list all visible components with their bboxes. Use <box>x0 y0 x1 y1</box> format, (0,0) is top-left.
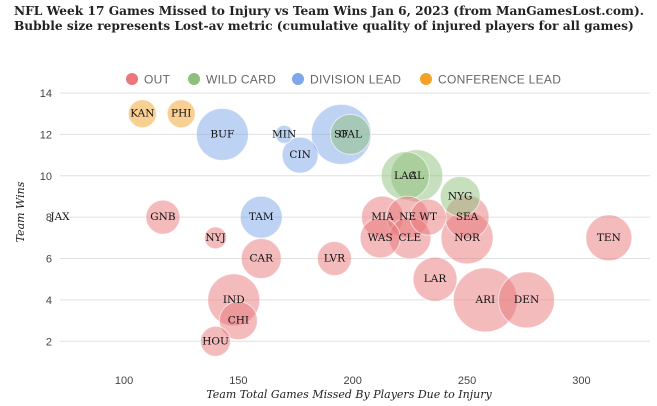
bubble-label-min: MIN <box>272 128 296 140</box>
legend-label: DIVISION LEAD <box>310 73 401 87</box>
bubble-label-lar: LAR <box>424 273 448 285</box>
bubble-gnb[interactable] <box>145 199 181 235</box>
bubble-label-jax: JAX <box>49 211 70 223</box>
y-tick-label: 14 <box>40 88 52 100</box>
bubble-oal[interactable] <box>329 113 371 155</box>
y-tick-label: 8 <box>46 212 52 224</box>
legend: OUT WILD CARD DIVISION LEAD CONFERENCE LEAD <box>126 73 561 87</box>
bubble-label-oal: OAL <box>339 128 362 140</box>
bubble-label-kan: KAN <box>130 108 154 120</box>
bubble-label-phi: PHI <box>171 108 191 120</box>
bubble-wt[interactable] <box>409 198 447 236</box>
bubble-lvr[interactable] <box>316 241 352 277</box>
bubble-label-buf: BUF <box>210 128 234 140</box>
bubble-lar[interactable] <box>412 256 458 302</box>
legend-swatch <box>126 73 138 85</box>
y-tick-label: 12 <box>40 129 52 141</box>
legend-label: OUT <box>144 73 171 87</box>
bubble-den[interactable] <box>498 271 556 329</box>
x-axis-ticks: 100 150 200 250 300 <box>115 375 591 387</box>
y-tick-label: 6 <box>46 254 52 266</box>
bubble-label-tam: TAM <box>249 211 274 223</box>
bubble-kan[interactable] <box>127 99 157 129</box>
bubble-label-cle: CLE <box>399 232 422 244</box>
bubbles <box>127 99 633 357</box>
bubble-phi[interactable] <box>166 99 196 129</box>
x-tick-label: 250 <box>458 375 476 387</box>
bubble-label-ind: IND <box>223 294 245 306</box>
bubble-cin[interactable] <box>281 136 319 174</box>
x-tick-label: 150 <box>229 375 247 387</box>
bubble-label-nyg: NYG <box>448 190 473 202</box>
legend-label: WILD CARD <box>206 73 276 87</box>
legend-item-wild[interactable]: WILD CARD <box>188 73 276 87</box>
bubble-hou[interactable] <box>200 325 232 357</box>
y-tick-label: 4 <box>46 295 52 307</box>
bubble-label-car: CAR <box>249 253 274 265</box>
legend-item-out[interactable]: OUT <box>126 73 171 87</box>
legend-swatch <box>420 73 432 85</box>
bubble-car[interactable] <box>240 238 282 280</box>
bubble-label-ne: NE <box>399 211 416 223</box>
bubble-label-ten: TEN <box>597 232 621 244</box>
bubble-label-cin: CIN <box>289 149 310 161</box>
x-tick-label: 200 <box>344 375 362 387</box>
bubble-was[interactable] <box>359 217 401 259</box>
chart-title: NFL Week 17 Games Missed to Injury vs Te… <box>14 4 644 33</box>
bubble-label-nyj: NYJ <box>205 232 225 244</box>
bubble-label-sea: SEA <box>456 211 479 223</box>
bubble-buf[interactable] <box>195 107 249 161</box>
legend-item-conf[interactable]: CONFERENCE LEAD <box>420 73 561 87</box>
legend-swatch <box>292 73 304 85</box>
bubble-nyj[interactable] <box>204 226 228 250</box>
legend-swatch <box>188 73 200 85</box>
legend-item-div[interactable]: DIVISION LEAD <box>292 73 401 87</box>
x-tick-label: 300 <box>572 375 590 387</box>
bubble-min[interactable] <box>274 124 294 144</box>
bubble-label-chi: CHI <box>228 315 249 327</box>
bubble-ten[interactable] <box>585 214 633 262</box>
bubble-nyg[interactable] <box>439 175 481 217</box>
bubble-label-den: DEN <box>514 294 539 306</box>
bubble-label-mia: MIA <box>371 211 394 223</box>
bubble-label-lac: LAC <box>394 170 417 182</box>
y-axis-title: Team Wins <box>14 181 27 242</box>
bubble-chi[interactable] <box>218 301 258 341</box>
bubble-label-was: WAS <box>368 232 393 244</box>
bubble-label-hou: HOU <box>202 335 229 347</box>
bubble-label-gnb: GNB <box>150 211 176 223</box>
y-tick-label: 2 <box>46 336 52 348</box>
bubble-label-lvr: LVR <box>324 253 346 265</box>
x-axis-title: Team Total Games Missed By Players Due t… <box>206 388 492 401</box>
x-tick-label: 100 <box>115 375 133 387</box>
legend-label: CONFERENCE LEAD <box>438 73 561 87</box>
bubble-label-wt: WT <box>419 211 437 223</box>
bubble-label-ari: ARI <box>475 294 496 306</box>
bubble-label-nor: NOR <box>454 232 481 244</box>
y-tick-label: 10 <box>40 171 52 183</box>
bubble-label-sf: SF <box>334 128 348 140</box>
bubble-label-al: AL <box>408 170 424 182</box>
y-axis-ticks: 2 4 6 8 10 12 14 <box>40 88 52 348</box>
